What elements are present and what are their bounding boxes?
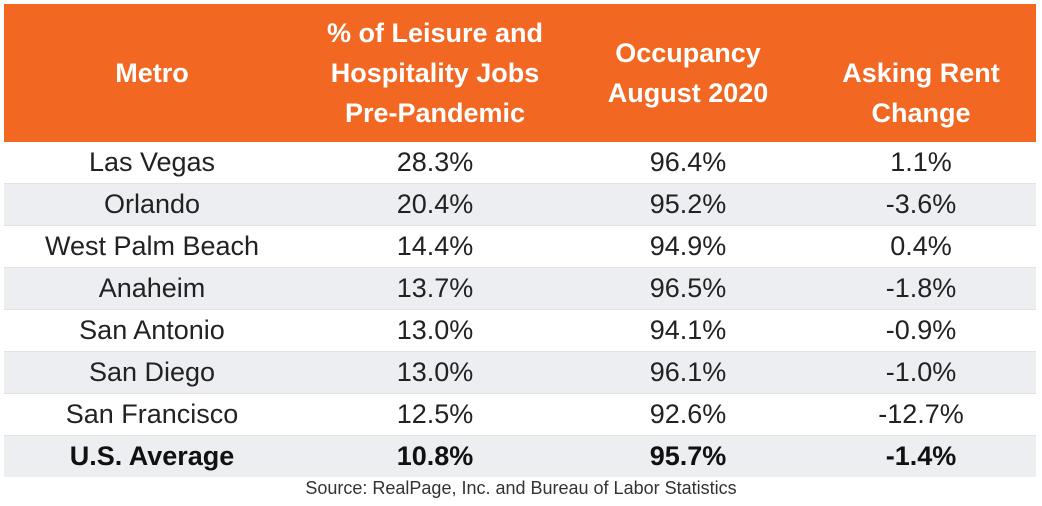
cell-rent-change: 1.1% — [806, 142, 1036, 184]
cell-metro: San Diego — [4, 351, 300, 394]
table-row: San Antonio 13.0% 94.1% -0.9% — [4, 309, 1036, 352]
cell-occupancy: 94.9% — [570, 225, 806, 268]
cell-metro: Orlando — [4, 183, 300, 226]
cell-leisure-pct: 13.7% — [300, 267, 570, 310]
cell-rent-change: -12.7% — [806, 393, 1036, 436]
cell-rent-change: 0.4% — [806, 225, 1036, 268]
header-rent-line1: Asking Rent — [842, 58, 1000, 88]
cell-occupancy-average: 95.7% — [570, 435, 806, 477]
cell-rent-change: -3.6% — [806, 183, 1036, 226]
cell-metro: San Antonio — [4, 309, 300, 352]
cell-leisure-pct: 28.3% — [300, 142, 570, 184]
table-row: West Palm Beach 14.4% 94.9% 0.4% — [4, 225, 1036, 268]
cell-rent-change: -0.9% — [806, 309, 1036, 352]
cell-leisure-pct: 13.0% — [300, 351, 570, 394]
table-header: Metro % of Leisure and Hospitality Jobs … — [4, 4, 1036, 142]
cell-metro: Anaheim — [4, 267, 300, 310]
source-note: Source: RealPage, Inc. and Bureau of Lab… — [305, 478, 737, 498]
cell-leisure-pct: 12.5% — [300, 393, 570, 436]
cell-occupancy: 95.2% — [570, 183, 806, 226]
table-row: San Diego 13.0% 96.1% -1.0% — [4, 351, 1036, 394]
header-leisure-line3: Pre-Pandemic — [344, 98, 526, 128]
data-table-container: Metro % of Leisure and Hospitality Jobs … — [4, 4, 1036, 477]
header-occupancy-line2: August 2020 — [607, 78, 769, 108]
header-metro-label: Metro — [115, 58, 189, 88]
cell-leisure-pct: 20.4% — [300, 183, 570, 226]
cell-metro: Las Vegas — [4, 142, 300, 184]
header-leisure-line2: Hospitality Jobs — [330, 58, 540, 88]
cell-leisure-pct-average: 10.8% — [300, 435, 570, 477]
header-metro: Metro — [4, 4, 300, 142]
cell-rent-change: -1.8% — [806, 267, 1036, 310]
header-rent-line2: Change — [871, 98, 971, 128]
header-occupancy: Occupancy August 2020 — [570, 4, 806, 142]
cell-metro: San Francisco — [4, 393, 300, 436]
cell-occupancy: 96.1% — [570, 351, 806, 394]
table-row: Anaheim 13.7% 96.5% -1.8% — [4, 267, 1036, 310]
us-average-row: U.S. Average 10.8% 95.7% -1.4% — [4, 435, 1036, 477]
cell-occupancy: 96.5% — [570, 267, 806, 310]
metro-occupancy-table: Metro % of Leisure and Hospitality Jobs … — [4, 4, 1036, 477]
table-row: San Francisco 12.5% 92.6% -12.7% — [4, 393, 1036, 436]
header-leisure-jobs: % of Leisure and Hospitality Jobs Pre-Pa… — [300, 4, 570, 142]
cell-leisure-pct: 14.4% — [300, 225, 570, 268]
header-row: Metro % of Leisure and Hospitality Jobs … — [4, 4, 1036, 142]
header-asking-rent: Asking Rent Change — [806, 4, 1036, 142]
cell-occupancy: 96.4% — [570, 142, 806, 184]
table-row: Las Vegas 28.3% 96.4% 1.1% — [4, 142, 1036, 184]
cell-occupancy: 92.6% — [570, 393, 806, 436]
cell-rent-change-average: -1.4% — [806, 435, 1036, 477]
table-row: Orlando 20.4% 95.2% -3.6% — [4, 183, 1036, 226]
cell-metro: West Palm Beach — [4, 225, 300, 268]
table-body: Las Vegas 28.3% 96.4% 1.1% Orlando 20.4%… — [4, 142, 1036, 477]
cell-occupancy: 94.1% — [570, 309, 806, 352]
header-leisure-line1: % of Leisure and — [326, 18, 544, 48]
cell-leisure-pct: 13.0% — [300, 309, 570, 352]
cell-metro-average: U.S. Average — [4, 435, 300, 477]
header-occupancy-line1: Occupancy — [615, 38, 761, 68]
cell-rent-change: -1.0% — [806, 351, 1036, 394]
